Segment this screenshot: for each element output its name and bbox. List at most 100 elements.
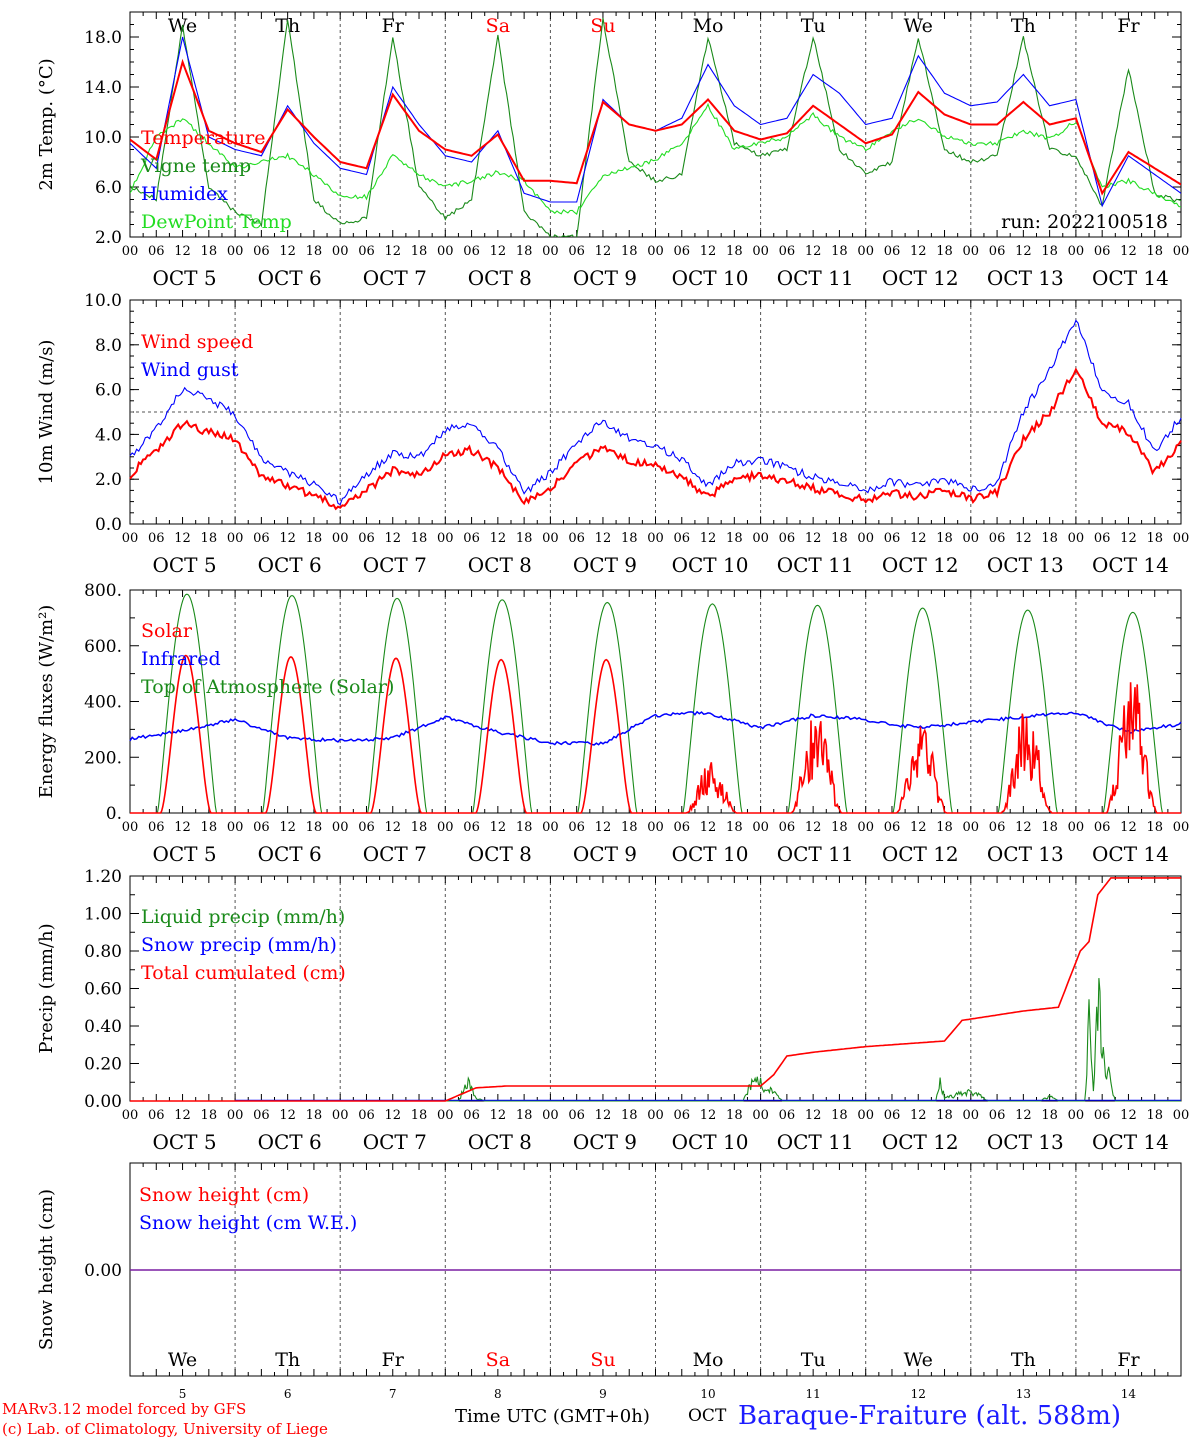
hour-tick-label: 00 [437, 531, 454, 546]
hour-tick-label: 06 [358, 1108, 375, 1123]
hour-tick-label: 18 [726, 531, 743, 546]
legend-entry: Wind speed [141, 331, 253, 353]
y-tick-label: 1.20 [84, 867, 122, 887]
legend-entry: Solar [141, 620, 193, 642]
hour-tick-label: 00 [227, 820, 244, 835]
y-tick-label: 0.80 [84, 942, 122, 962]
y-tick-label: 0.00 [84, 1261, 122, 1281]
hour-tick-label: 12 [1015, 820, 1032, 835]
hour-tick-label: 06 [148, 244, 165, 259]
weekday-label: Su [590, 1349, 615, 1371]
hour-tick-label: 18 [936, 244, 953, 259]
hour-tick-label: 06 [253, 820, 270, 835]
weekday-label: Tu [801, 15, 826, 37]
hour-tick-label: 12 [700, 244, 717, 259]
hour-tick-label: 00 [1173, 531, 1190, 546]
legend-entry: Snow precip (mm/h) [141, 934, 337, 956]
y-tick-label: 0.60 [84, 980, 122, 1000]
y-tick-label: 2.0 [95, 470, 122, 490]
hour-tick-label: 00 [1173, 1108, 1190, 1123]
hour-tick-label: 18 [726, 1108, 743, 1123]
hour-tick-label: 12 [384, 820, 401, 835]
hour-tick-label: 00 [332, 244, 349, 259]
hour-tick-label: 00 [332, 531, 349, 546]
date-label: OCT 8 [468, 266, 532, 290]
hour-tick-label: 00 [122, 244, 139, 259]
hour-tick-label: 12 [700, 531, 717, 546]
hour-tick-label: 00 [437, 1108, 454, 1123]
hour-tick-label: 18 [621, 820, 638, 835]
legend-entry: Vigne temp [140, 155, 251, 177]
hour-tick-label: 18 [621, 1108, 638, 1123]
hour-tick-label: 18 [306, 820, 323, 835]
date-label: OCT 14 [1092, 1130, 1169, 1154]
legend-entry: Snow height (cm) [139, 1184, 309, 1206]
hour-tick-label: 00 [647, 1108, 664, 1123]
date-label: OCT 12 [882, 1130, 959, 1154]
date-label: OCT 8 [468, 1130, 532, 1154]
weekday-label: Th [275, 1349, 300, 1371]
hour-tick-label: 18 [1041, 1108, 1058, 1123]
hour-tick-label: 18 [1041, 820, 1058, 835]
hour-tick-label: 12 [595, 531, 612, 546]
y-tick-label: 0. [106, 804, 122, 824]
day-number-label: 10 [700, 1387, 715, 1401]
hour-tick-label: 12 [805, 1108, 822, 1123]
legend-entry: DewPoint Temp [141, 211, 292, 233]
date-label: OCT 13 [987, 1130, 1064, 1154]
hour-tick-label: 06 [989, 244, 1006, 259]
date-label: OCT 10 [672, 266, 749, 290]
hour-tick-label: 06 [884, 1108, 901, 1123]
date-label: OCT 13 [987, 553, 1064, 577]
hour-tick-label: 12 [1015, 1108, 1032, 1123]
date-label: OCT 7 [363, 266, 427, 290]
hour-tick-label: 12 [910, 820, 927, 835]
day-number-label: 6 [284, 1387, 292, 1401]
series-dewpoint-temp [130, 102, 1181, 216]
y-tick-label: 6.0 [95, 381, 122, 401]
weekday-label: Sa [486, 15, 510, 37]
hour-tick-label: 00 [857, 820, 874, 835]
y-tick-label: 10.0 [84, 128, 122, 148]
y-tick-label: 18.0 [84, 28, 122, 48]
hour-tick-label: 18 [1146, 1108, 1163, 1123]
legend-entry: Infrared [141, 648, 221, 670]
hour-tick-label: 12 [805, 531, 822, 546]
hour-tick-label: 12 [700, 820, 717, 835]
series-wind-speed [129, 367, 1182, 511]
hour-tick-label: 06 [568, 820, 585, 835]
hour-tick-label: 06 [148, 820, 165, 835]
date-label: OCT 10 [672, 842, 749, 866]
hour-tick-label: 00 [1068, 820, 1085, 835]
date-label: OCT 5 [152, 842, 216, 866]
hour-tick-label: 12 [1120, 531, 1137, 546]
hour-tick-label: 18 [201, 244, 218, 259]
date-label: OCT 14 [1092, 266, 1169, 290]
y-axis-title: Snow height (cm) [36, 1189, 57, 1350]
day-number-label: 11 [806, 1387, 821, 1401]
date-label: OCT 10 [672, 1130, 749, 1154]
hour-tick-label: 00 [542, 820, 559, 835]
model-credit-line1: MARv3.12 model forced by GFS [2, 1400, 247, 1418]
date-label: OCT 5 [152, 266, 216, 290]
hour-tick-label: 12 [1120, 244, 1137, 259]
hour-tick-label: 06 [989, 820, 1006, 835]
hour-tick-label: 00 [227, 531, 244, 546]
date-label: OCT 9 [573, 842, 637, 866]
hour-tick-label: 18 [1041, 244, 1058, 259]
hour-tick-label: 00 [227, 1108, 244, 1123]
date-label: OCT 6 [258, 1130, 322, 1154]
hour-tick-label: 18 [516, 531, 533, 546]
y-tick-label: 800. [84, 581, 122, 601]
weekday-label: We [904, 15, 933, 37]
hour-tick-label: 18 [201, 531, 218, 546]
hour-tick-label: 18 [621, 531, 638, 546]
hour-tick-label: 18 [936, 531, 953, 546]
panel-3: 0. 200. 400. 600. 800. Energy fluxes (W/m²) So… [36, 581, 1189, 866]
hour-tick-label: 18 [1041, 531, 1058, 546]
hour-tick-label: 12 [490, 1108, 507, 1123]
hour-tick-label: 12 [490, 531, 507, 546]
date-label: OCT 7 [363, 1130, 427, 1154]
hour-tick-label: 00 [857, 244, 874, 259]
y-axis-title: 10m Wind (m/s) [36, 340, 57, 485]
